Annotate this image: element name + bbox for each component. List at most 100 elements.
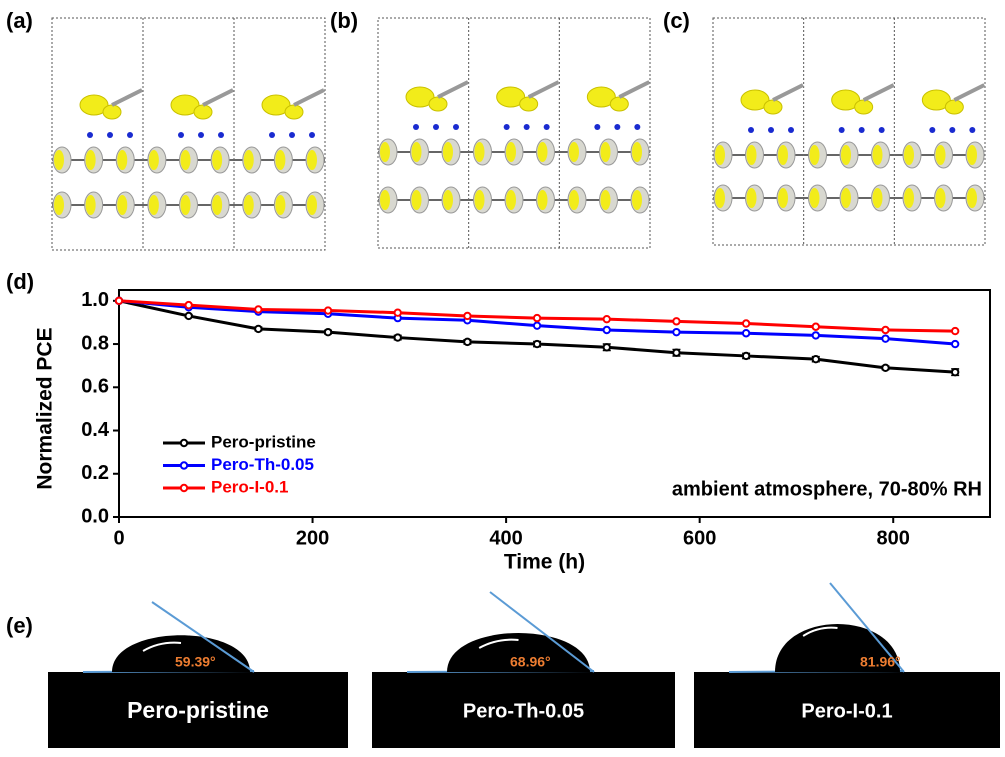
y-axis-title: Normalized PCE — [34, 327, 57, 489]
atom — [433, 124, 439, 130]
charge-lobe — [411, 190, 422, 210]
atom — [594, 124, 601, 130]
charge-lobe — [600, 190, 611, 210]
charge-lobe — [411, 142, 422, 162]
molecule-lobe — [428, 96, 448, 112]
plot-frame — [118, 289, 991, 518]
reflection — [802, 626, 838, 637]
charge-lobe — [904, 188, 914, 208]
molecule-lobe — [405, 86, 435, 108]
molecule-chain — [862, 83, 895, 102]
chart: 0 200 400 600 800 0.0 0.2 0.4 0.6 0.8 1.0 Time (h) N… — [34, 289, 991, 574]
charge-lobe — [275, 195, 286, 215]
molecule-lobe — [193, 104, 213, 120]
x-tick-label: 200 — [296, 527, 329, 549]
y-tick-label: 0.2 — [81, 462, 109, 484]
molecule-lobe — [284, 104, 304, 120]
charge-lobe — [809, 145, 820, 165]
charge-lobe — [967, 188, 977, 208]
charge-lobe — [778, 145, 788, 165]
x-tick-label: 600 — [683, 527, 716, 549]
atom — [87, 132, 93, 138]
charge-lobe — [380, 190, 390, 210]
molecule-lobe — [102, 104, 122, 120]
point — [602, 325, 611, 335]
atom — [543, 124, 550, 130]
charge-lobe — [935, 188, 946, 208]
point — [741, 329, 751, 338]
charge-lobe — [212, 195, 223, 215]
panel-label: (b) — [330, 8, 358, 33]
legend-marker — [179, 461, 189, 470]
molecule-chain — [111, 88, 143, 107]
molecule-lobe — [854, 99, 874, 115]
charge-lobe — [380, 142, 390, 162]
y-tick-label: 0.6 — [81, 376, 109, 398]
charge-lobe — [904, 145, 914, 165]
x-tick-label: 0 — [113, 527, 124, 549]
molecule-lobe — [519, 96, 539, 112]
panel-label: (d) — [6, 269, 34, 294]
charge-lobe — [809, 188, 820, 208]
point — [393, 333, 402, 342]
structures — [51, 17, 986, 251]
charge-lobe — [180, 195, 191, 215]
atom — [929, 127, 936, 133]
legend-label: Pero-Th-0.05 — [211, 455, 314, 474]
y-tick-label: 1.0 — [81, 289, 109, 311]
charge-lobe — [117, 150, 128, 170]
point — [184, 300, 193, 310]
contact-angle: 59.39° — [175, 654, 216, 670]
panel-label: (a) — [6, 8, 33, 33]
point — [811, 331, 820, 340]
molecule-chain — [293, 88, 325, 107]
charge-lobe — [275, 150, 286, 170]
point — [463, 337, 472, 347]
charge-lobe — [474, 142, 485, 162]
molecule-lobe — [496, 86, 526, 108]
charge-lobe — [632, 142, 642, 162]
point — [254, 305, 263, 314]
charge-lobe — [935, 145, 946, 165]
atom — [614, 124, 621, 130]
charge-lobe — [212, 150, 223, 170]
charge-lobe — [632, 190, 642, 210]
substrate — [694, 672, 1000, 748]
atom — [969, 127, 976, 133]
charge-lobe — [872, 145, 883, 165]
tangent-line — [151, 601, 255, 673]
molecule-chain — [527, 80, 560, 99]
substrate — [48, 672, 348, 748]
molecule-lobe — [261, 94, 291, 116]
x-tick-label: 800 — [877, 527, 910, 549]
charge-lobe — [872, 188, 883, 208]
y-tick-label: 0.0 — [81, 505, 109, 527]
molecule-chain — [772, 83, 804, 102]
charge-lobe — [841, 188, 851, 208]
molecule-lobe — [79, 94, 109, 116]
contact-angle: 81.96° — [860, 654, 901, 670]
annotation: ambient atmosphere, 70-80% RH — [672, 478, 982, 500]
charge-lobe — [54, 195, 64, 215]
tangent-line — [829, 582, 905, 673]
reflection — [478, 638, 519, 649]
atom — [788, 127, 794, 133]
charge-lobe — [600, 142, 611, 162]
point — [114, 296, 124, 306]
molecule-chain — [202, 88, 234, 107]
y-tick-label: 0.8 — [81, 332, 109, 354]
charge-lobe — [54, 150, 64, 170]
atom — [858, 127, 865, 133]
charge-lobe — [537, 190, 548, 210]
x-axis-title: Time (h) — [504, 551, 585, 574]
charge-lobe — [715, 145, 725, 165]
point — [672, 317, 681, 326]
substrate — [372, 672, 675, 748]
contact-angles: 59.39° Pero-pristine 68.96° Pero-Th-0.05 81.… — [48, 582, 1000, 748]
point — [184, 311, 193, 321]
legend-label: Pero-pristine — [211, 432, 316, 451]
point — [811, 354, 820, 364]
molecule-lobe — [170, 94, 200, 116]
charge-lobe — [180, 150, 191, 170]
